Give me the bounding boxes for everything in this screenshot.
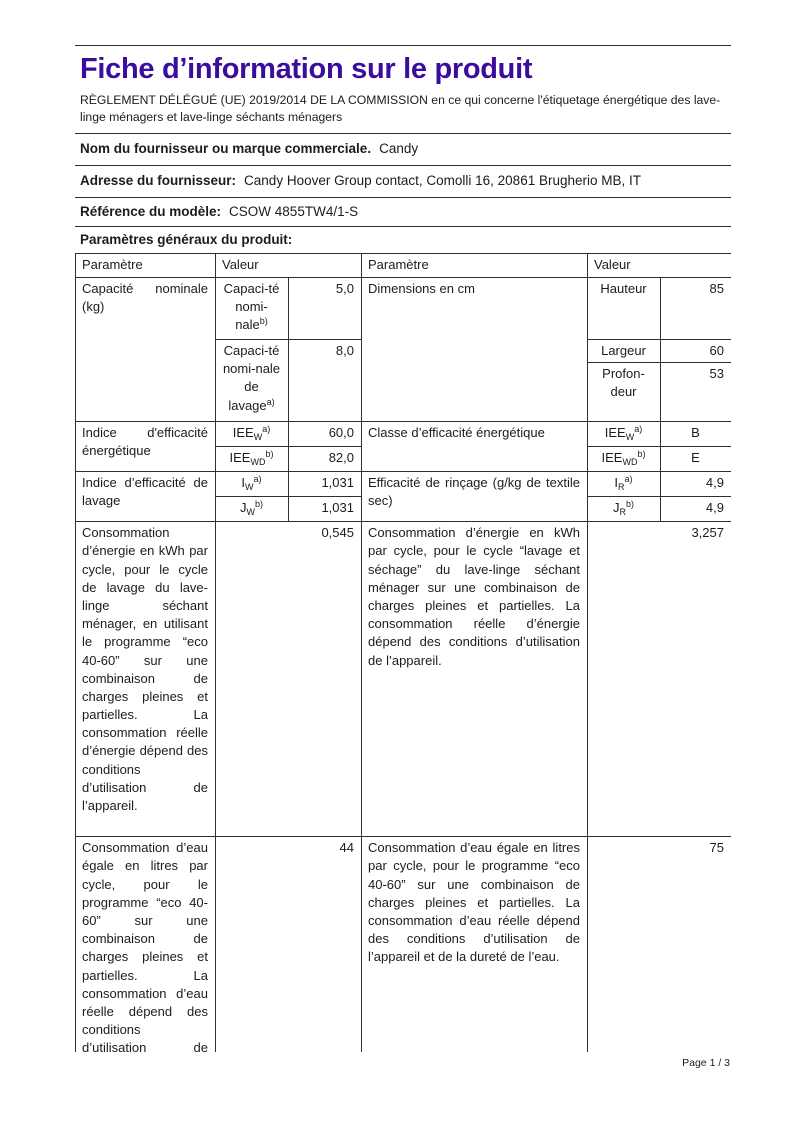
wash-index-jw-base: J [239, 500, 247, 516]
eei-w-base: IEE [232, 425, 254, 441]
energy-class-w-base: IEE [604, 425, 626, 441]
capacity-wash-sup: a) [266, 396, 275, 407]
rinse-jr-value: 4,9 [660, 496, 731, 523]
water-washdry-label: Consommation d’eau égale en litres par c… [361, 836, 588, 1052]
wash-index-iw-sublabel: IWa) [215, 471, 289, 498]
dimension-width-value: 60 [660, 338, 731, 364]
supplier-row: Nom du fournisseur ou marque commerciale… [75, 133, 731, 165]
wash-index-row-2: JWb) 1,031 JRb) 4,9 [76, 496, 731, 523]
supplier-value: Candy [379, 141, 419, 156]
dimension-height-label: Hauteur [587, 277, 661, 340]
parameters-table-clip: Paramètre Valeur Paramètre Valeur Capaci… [75, 253, 731, 1052]
capacity-rated-value: 5,0 [288, 277, 362, 340]
dimension-depth-label: Profon-deur [587, 362, 661, 423]
wash-index-jw-sub: W [246, 507, 255, 518]
energy-class-w-sublabel: IEEWa) [587, 421, 661, 448]
energy-consumption-row: Consommation d’énergie en kWh par cycle,… [75, 521, 731, 838]
header-value-left: Valeur [215, 253, 362, 278]
supplier-label: Nom du fournisseur ou marque commerciale… [80, 141, 372, 156]
energy-class-wd-sup: b) [637, 449, 646, 460]
energy-class-wd-base: IEE [601, 450, 623, 466]
energy-wash-value: 0,545 [215, 521, 362, 838]
general-params-row: Paramètres généraux du produit: [75, 226, 731, 253]
rinse-ir-sub: R [618, 482, 625, 493]
energy-class-w-value: B [660, 421, 731, 448]
wash-index-row-1: Indice d’efficacité de lavage IWa) 1,031… [75, 471, 731, 523]
capacity-rated-sup: b) [259, 316, 268, 327]
rinse-jr-base: J [612, 500, 620, 516]
capacity-wash-value: 8,0 [288, 338, 362, 423]
wash-index-jw-sup: b) [254, 499, 263, 510]
water-wash-label: Consommation d’eau égale en litres par c… [75, 836, 216, 1052]
wash-index-iw-sup: a) [253, 474, 262, 485]
eei-row-1: Indice d'efficacité énergétique IEEWa) 6… [75, 421, 731, 473]
dimension-width-label: Largeur [587, 338, 661, 364]
capacity-wash-sublabel: Capaci-té nomi-nale de lavagea) [215, 338, 289, 423]
rinse-ir-value: 4,9 [660, 471, 731, 498]
regulation-text: RÈGLEMENT DÉLÉGUÉ (UE) 2019/2014 DE LA C… [80, 93, 721, 125]
address-row: Adresse du fournisseur: Candy Hoover Grou… [75, 165, 731, 197]
wash-index-jw-value: 1,031 [288, 496, 362, 523]
energy-wash-label: Consommation d’énergie en kWh par cycle,… [75, 521, 216, 838]
eei-w-sup: a) [262, 424, 271, 435]
parameters-table: Paramètre Valeur Paramètre Valeur Capaci… [75, 253, 731, 1052]
page-number: Page 1 / 3 [682, 1057, 730, 1069]
model-row: Référence du modèle: CSOW 4855TW4/1-S [75, 197, 731, 226]
model-label: Référence du modèle: [80, 204, 222, 219]
page-content: Fiche d’information sur le produit RÈGLE… [75, 45, 731, 1069]
wash-index-iw-sub: W [245, 482, 254, 493]
address-label: Adresse du fournisseur: [80, 173, 237, 188]
water-consumption-row: Consommation d’eau égale en litres par c… [75, 836, 731, 1052]
dimensions-label: Dimensions en cm [361, 276, 588, 423]
wash-index-jw-sublabel: JWb) [215, 496, 289, 523]
header-value-right: Valeur [587, 253, 731, 278]
water-washdry-value: 75 [587, 836, 731, 1052]
capacity-wash-text: Capaci-té nomi-nale de lavage [222, 343, 281, 413]
capacity-row-1: Capacité nominale (kg) Capaci-té nomi-na… [75, 276, 731, 423]
energy-class-wd-sub: WD [622, 457, 638, 468]
eei-wd-sublabel: IEEWDb) [215, 446, 289, 473]
eei-label: Indice d'efficacité énergétique [75, 421, 216, 473]
wash-index-label: Indice d’efficacité de lavage [75, 471, 216, 523]
energy-washdry-value: 3,257 [587, 521, 731, 838]
rinse-jr-sublabel: JRb) [587, 496, 661, 523]
energy-class-wd-sublabel: IEEWDb) [587, 446, 661, 473]
capacity-rated-text: Capaci-té nomi-nale [223, 281, 280, 333]
eei-wd-sup: b) [265, 449, 274, 460]
wash-index-iw-value: 1,031 [288, 471, 362, 498]
dimension-depth-value: 53 [660, 362, 731, 423]
eei-w-sublabel: IEEWa) [215, 421, 289, 448]
water-wash-value: 44 [215, 836, 362, 1052]
dimension-height-value: 85 [660, 277, 731, 340]
wash-index-iw-base: I [241, 475, 246, 491]
model-value: CSOW 4855TW4/1-S [229, 204, 359, 219]
capacity-label: Capacité nominale (kg) [75, 276, 216, 423]
header-param-right: Paramètre [361, 253, 588, 278]
general-params-label: Paramètres généraux du produit: [80, 232, 293, 247]
eei-w-value: 60,0 [288, 421, 362, 448]
eei-wd-value: 82,0 [288, 446, 362, 473]
address-value: Candy Hoover Group contact, Comolli 16, … [244, 173, 641, 188]
energy-class-w-sup: a) [634, 424, 643, 435]
rinse-label: Efficacité de rinçage (g/kg de textile s… [361, 471, 588, 523]
eei-wd-base: IEE [229, 450, 251, 466]
eei-w-sub: W [253, 432, 263, 443]
energy-class-label: Classe d’efficacité énergétique [361, 421, 588, 473]
energy-washdry-label: Consommation d’énergie en kWh par cycle,… [361, 521, 588, 838]
rinse-jr-sub: R [619, 507, 626, 518]
rinse-ir-sublabel: IRa) [587, 471, 661, 498]
header-param-left: Paramètre [75, 253, 216, 278]
rinse-ir-base: I [614, 475, 619, 491]
capacity-row-2: Capaci-té nomi-nale de lavagea) 8,0 Larg… [76, 338, 731, 423]
capacity-rated-sublabel: Capaci-té nomi-naleb) [215, 277, 289, 340]
energy-class-w-sub: W [625, 432, 635, 443]
energy-class-wd-value: E [660, 446, 731, 473]
rinse-jr-sup: b) [625, 499, 634, 510]
rinse-ir-sup: a) [624, 474, 633, 485]
title-block: Fiche d’information sur le produit RÈGLE… [75, 45, 731, 133]
table-header-row: Paramètre Valeur Paramètre Valeur [75, 253, 731, 278]
page-title: Fiche d’information sur le produit [80, 53, 533, 85]
eei-wd-sub: WD [250, 457, 266, 468]
